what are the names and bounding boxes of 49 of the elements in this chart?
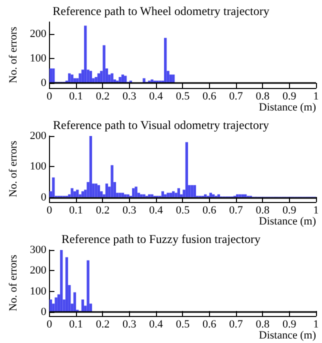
x-tick-label: 0.3 (122, 318, 137, 330)
x-tick-label: 0.2 (96, 318, 110, 330)
x-tick-label: 0.5 (176, 318, 190, 330)
y-tick-label: 100 (30, 285, 47, 298)
x-tick-label: 0.7 (229, 90, 244, 102)
x-tick-label: 0.6 (202, 204, 217, 216)
x-axis-title: Distance (m) (258, 330, 316, 342)
x-tick-label: 0.3 (122, 204, 137, 216)
x-tick-label: 0.4 (149, 318, 164, 330)
y-axis-title: No. of errors (8, 26, 20, 84)
x-tick-label: 1 (313, 90, 319, 102)
x-tick-label: 0.8 (256, 318, 270, 330)
x-tick-label: 0.7 (229, 204, 244, 216)
x-tick-label: 0.6 (202, 318, 217, 330)
x-tick-label: 0.2 (96, 90, 110, 102)
x-tick-label: 0.1 (69, 90, 83, 102)
chart-title: Reference path to Wheel odometry trajectory (52, 4, 270, 18)
x-tick-label: 0.4 (149, 204, 164, 216)
x-tick-label: 0.9 (282, 90, 297, 102)
y-axis-title: No. of errors (8, 254, 20, 312)
y-tick-label: 0 (40, 191, 47, 204)
x-tick-label: 0.9 (282, 204, 297, 216)
x-tick-label: 0.2 (96, 204, 110, 216)
chart-title: Reference path to Fuzzy fusion trajectory (62, 232, 260, 246)
y-axis-title: No. of errors (8, 140, 20, 198)
x-tick-label: 1 (313, 204, 319, 216)
x-tick-label: 0.6 (202, 90, 217, 102)
x-tick-label: 0.5 (176, 90, 190, 102)
x-tick-label: 0.7 (229, 318, 244, 330)
y-tick-label: 300 (30, 244, 47, 256)
x-tick-label: 0.3 (122, 90, 137, 102)
chart-title: Reference path to Visual odometry trajectory (53, 118, 269, 132)
x-tick-label: 0.8 (256, 90, 270, 102)
x-tick-label: 0.1 (69, 318, 83, 330)
x-tick-label: 0.4 (149, 90, 164, 102)
y-tick-label: 200 (30, 28, 47, 40)
x-tick-label: 0.1 (69, 204, 83, 216)
y-tick-label: 100 (30, 52, 47, 65)
y-tick-label: 0 (40, 77, 47, 90)
x-tick-label: 0.5 (176, 204, 190, 216)
x-axis-title: Distance (m) (258, 102, 316, 114)
x-axis-title: Distance (m) (258, 216, 316, 228)
x-tick-label: 0.8 (256, 204, 270, 216)
x-tick-label: 1 (313, 318, 319, 330)
y-tick-label: 200 (30, 264, 47, 277)
y-tick-label: 200 (30, 130, 47, 142)
x-tick-label: 0.9 (282, 318, 297, 330)
y-tick-label: 0 (40, 306, 47, 318)
y-tick-label: 100 (30, 160, 47, 173)
